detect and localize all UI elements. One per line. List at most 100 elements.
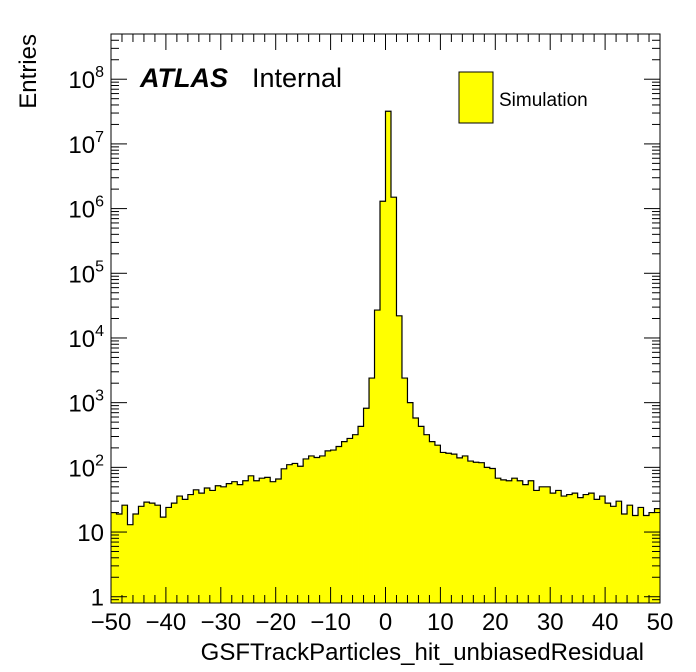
x-tick-label: 10: [427, 609, 454, 636]
y-tick-label: 106: [68, 194, 104, 224]
histogram-bar: [182, 499, 189, 603]
histogram-bar: [445, 453, 452, 603]
y-tick-label: 1: [91, 585, 104, 612]
x-tick-label: 50: [647, 609, 674, 636]
histogram-bar: [341, 441, 348, 603]
y-tick-label: 103: [68, 388, 104, 418]
histogram-bar: [358, 426, 364, 603]
histogram-bar: [517, 480, 524, 603]
histogram-bar: [649, 512, 655, 603]
histogram-bar: [605, 503, 611, 603]
y-tick-label: 105: [68, 258, 104, 288]
histogram-bars: [111, 111, 661, 604]
histogram-bar: [149, 503, 156, 603]
histogram-bar: [270, 481, 277, 603]
y-tick-label: 10: [77, 520, 104, 547]
histogram-bar: [319, 455, 326, 603]
histogram-bar: [127, 524, 134, 603]
legend-label: Simulation: [499, 90, 588, 111]
histogram-bar: [632, 515, 639, 603]
histogram-bar: [314, 457, 321, 603]
x-tick-label: 0: [379, 609, 392, 636]
histogram-bar: [132, 514, 139, 603]
histogram-bar: [621, 514, 628, 603]
histogram-bar: [220, 486, 227, 603]
histogram-bar: [643, 515, 650, 603]
histogram-bar: [473, 462, 480, 603]
histogram-bar: [495, 478, 502, 603]
y-tick-label: 104: [68, 323, 104, 353]
histogram-bar: [330, 450, 337, 603]
y-tick-label: 102: [68, 452, 104, 482]
histogram-bar: [412, 417, 419, 603]
x-tick-label: −40: [146, 609, 187, 636]
y-axis-title: Entries: [15, 34, 42, 109]
histogram-bar: [627, 505, 633, 603]
histogram-bar: [286, 464, 293, 603]
histogram-bar: [610, 506, 617, 603]
histogram-bar: [500, 479, 507, 603]
histogram-bar: [171, 503, 178, 603]
x-tick-label: 30: [537, 609, 564, 636]
histogram-bar: [423, 434, 430, 603]
histogram-bar: [401, 378, 408, 603]
histogram-bar: [121, 505, 128, 603]
histogram-bar: [561, 496, 568, 603]
histogram-bar: [550, 493, 557, 603]
histogram-bar: [165, 507, 172, 603]
histogram-bar: [418, 426, 425, 603]
histogram-bar: [347, 438, 353, 603]
histogram-bar: [242, 480, 249, 603]
x-axis-title: GSFTrackParticles_hit_unbiasedResidual: [201, 639, 644, 666]
histogram-bar: [204, 487, 211, 603]
y-tick-label: 108: [68, 64, 104, 94]
histogram-bar: [528, 480, 535, 603]
histogram-bar: [467, 461, 474, 603]
histogram-bar: [281, 468, 288, 603]
histogram-bar: [209, 490, 216, 603]
histogram-bar: [231, 481, 238, 603]
histogram-bar: [390, 197, 397, 603]
axis-ticks: [110, 33, 661, 604]
histogram-bar: [138, 506, 145, 603]
legend: Simulation: [458, 71, 588, 124]
histogram-bar: [275, 479, 282, 603]
atlas-label-internal: Internal: [252, 63, 342, 93]
histogram-bar: [380, 201, 386, 604]
histogram-bar: [539, 486, 546, 603]
histogram-bar: [396, 315, 403, 603]
x-tick-label: −10: [310, 609, 351, 636]
histogram-bar: [303, 458, 310, 603]
histogram-bar: [248, 475, 255, 603]
histogram-bar: [385, 111, 392, 603]
histogram-bar: [594, 499, 601, 603]
histogram-bar: [215, 485, 222, 603]
histogram-bar: [237, 484, 244, 603]
histogram-bar: [511, 478, 518, 603]
histogram-bar: [462, 455, 469, 603]
histogram-bar: [226, 483, 233, 603]
x-tick-label: −50: [91, 609, 132, 636]
histogram-bar: [434, 445, 441, 603]
histogram-bar: [297, 466, 304, 603]
histogram-bar: [369, 378, 375, 603]
histogram-bar: [654, 508, 661, 603]
histogram-bar: [506, 480, 513, 603]
x-tick-label: 40: [592, 609, 619, 636]
histogram-bar: [484, 467, 491, 603]
histogram-bar: [193, 489, 200, 603]
y-tick-label: 107: [68, 129, 104, 159]
histogram-bar: [336, 446, 342, 603]
histogram-bar: [253, 480, 260, 603]
histogram-bar: [374, 310, 381, 603]
histogram-bar: [456, 457, 463, 603]
x-tick-label: −30: [200, 609, 241, 636]
atlas-label: ATLAS Internal: [139, 63, 342, 93]
histogram-bar: [160, 517, 167, 603]
histogram-bar: [292, 463, 299, 603]
histogram-bar: [489, 468, 496, 603]
histogram-bar: [143, 502, 150, 603]
histogram-bar: [352, 434, 359, 603]
histogram-bar: [325, 450, 331, 603]
